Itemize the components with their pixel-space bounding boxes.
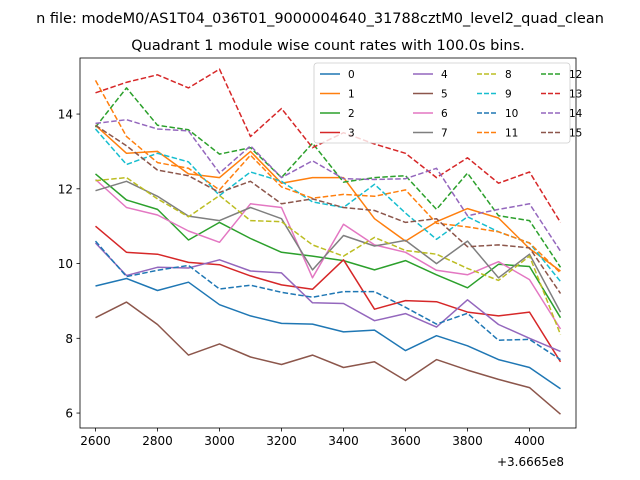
legend-label-4: 4 [441, 69, 448, 81]
legend-label-11: 11 [505, 128, 518, 140]
legend-label-0: 0 [348, 69, 355, 81]
series-line-7 [95, 180, 562, 313]
legend-label-5: 5 [441, 89, 448, 101]
series-line-5 [95, 301, 561, 415]
legend-label-1: 1 [348, 89, 355, 101]
plot-area: 2600 2800 3000 3200 3400 3600 3800 400068101214… [58, 57, 583, 448]
legend-label-8: 8 [505, 69, 512, 81]
legend-label-10: 10 [505, 108, 518, 120]
x-tick-label: 4000 [514, 434, 545, 448]
legend-frame [313, 62, 571, 144]
legend-label-14: 14 [569, 108, 583, 120]
series-lines [94, 68, 562, 415]
x-tick-label: 3200 [266, 434, 297, 448]
y-tick-label: 12 [58, 182, 73, 196]
y-tick-label: 10 [58, 257, 73, 271]
legend-label-12: 12 [569, 69, 582, 81]
x-tick-label: 3800 [452, 434, 483, 448]
series-line-3 [95, 225, 562, 363]
series-line-11 [94, 80, 562, 274]
y-tick-label: 8 [65, 332, 73, 346]
legend-label-6: 6 [441, 108, 448, 120]
legend-label-9: 9 [505, 89, 512, 101]
series-line-9 [94, 128, 562, 282]
series-line-1 [94, 124, 561, 272]
chart-title: Quadrant 1 module wise count rates with … [131, 38, 525, 54]
legend-label-2: 2 [348, 108, 355, 120]
series-line-8 [95, 176, 562, 335]
series-line-12 [94, 87, 562, 268]
chart-suptitle: n file: modeM0/AS1T04_036T01_9000004640_… [36, 11, 604, 27]
series-line-2 [95, 173, 562, 319]
series-line-14 [95, 118, 562, 252]
series-line-6 [94, 178, 562, 330]
y-tick-label: 14 [58, 108, 73, 122]
x-tick-label: 3000 [204, 434, 235, 448]
legend-label-3: 3 [348, 128, 355, 140]
legend-label-15: 15 [569, 128, 582, 140]
series-line-15 [95, 124, 562, 294]
x-tick-label: 2800 [142, 434, 173, 448]
legend-label-13: 13 [569, 89, 582, 101]
series-line-10 [94, 240, 561, 361]
axes-frame [79, 57, 577, 429]
series-line-4 [94, 242, 561, 353]
x-tick-label: 3600 [390, 434, 421, 448]
legend-label-7: 7 [441, 128, 448, 140]
y-tick-label: 6 [65, 407, 73, 421]
x-axis-offset-label: +3.6665e8 [497, 455, 564, 469]
x-tick-label: 3400 [328, 434, 359, 448]
x-tick-label: 2600 [80, 434, 111, 448]
series-line-0 [95, 277, 561, 390]
